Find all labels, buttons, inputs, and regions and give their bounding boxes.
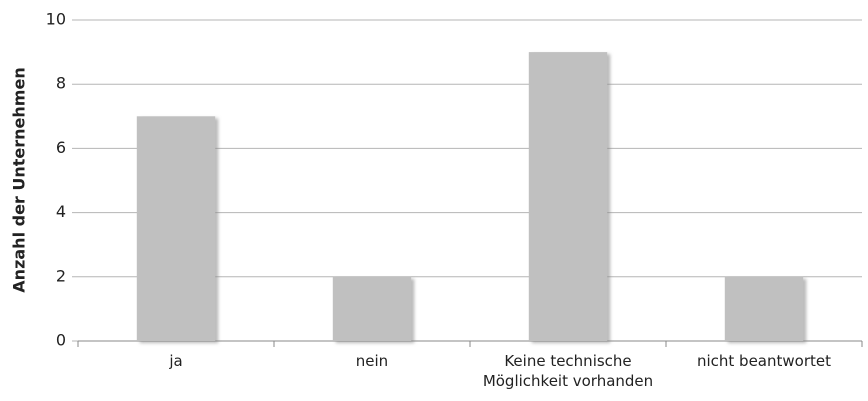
y-tick-label: 2 — [56, 266, 66, 285]
bar — [724, 276, 804, 341]
y-tick-label: 4 — [56, 202, 66, 221]
y-tick-label: 10 — [46, 10, 66, 29]
y-tick-label: 6 — [56, 138, 66, 157]
x-tick-label: Keine technische Möglichkeit vorhanden — [482, 352, 654, 390]
bar — [136, 116, 216, 341]
bar — [528, 52, 608, 341]
y-tick-label: 8 — [56, 74, 66, 93]
x-tick-label: nein — [355, 352, 389, 370]
x-tick-label: nicht beantwortet — [696, 352, 831, 370]
bar — [332, 276, 412, 341]
y-tick-label: 0 — [56, 331, 66, 350]
x-tick-label: ja — [169, 352, 183, 370]
y-axis-label: Anzahl der Unternehmen — [10, 67, 29, 292]
